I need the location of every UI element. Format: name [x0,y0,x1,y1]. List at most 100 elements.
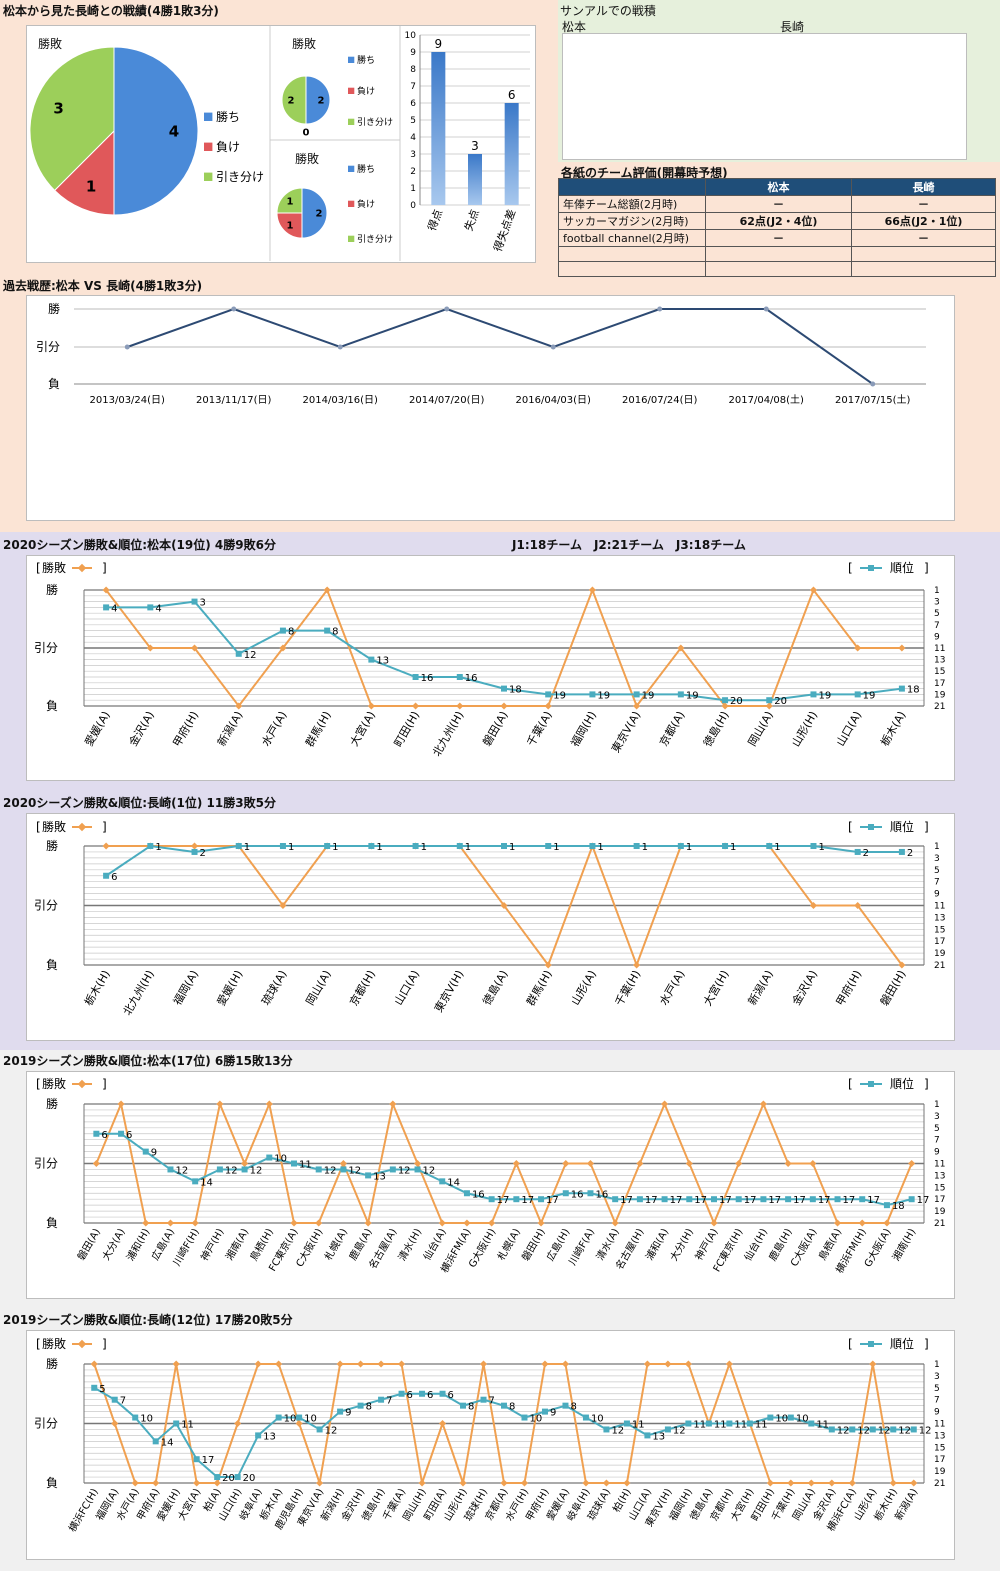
rank-tick-label: 1 [934,1100,940,1110]
result-marker [316,1479,324,1487]
result-marker [512,1159,520,1168]
result-marker [562,1159,570,1168]
rank-data-label: 1 [642,842,648,853]
rank-data-label: 12 [225,1165,238,1176]
bar-data-label: 9 [435,37,443,51]
x-tick-label: 大分(H) [667,1226,696,1263]
rank-marker [859,1196,866,1203]
rank-data-label: 14 [200,1177,213,1188]
rank-tick-label: 7 [934,1396,940,1406]
rank-marker [711,1196,717,1203]
x-tick-label: 磐田(A) [74,1226,103,1263]
legend-rank-label: 順位 [890,1336,914,1351]
rank-marker [279,843,286,849]
result-marker [677,644,685,652]
rank-data-label: 9 [345,1408,351,1419]
x-tick-label: 徳島(H) [700,709,732,750]
result-marker [111,1419,119,1428]
eval-cell [705,246,852,262]
rank-tick-label: 17 [934,937,945,947]
rank-marker [538,1196,545,1203]
rank-marker [633,691,640,698]
x-tick-label: 清水(H) [395,1226,424,1263]
rank-marker [541,1408,548,1415]
rank-data-label: 1 [465,842,471,853]
legend-swatch-負け [204,142,213,151]
pie-slice-引き分け [29,46,115,192]
rank-marker [760,1196,767,1203]
rank-tick-label: 15 [934,1183,945,1193]
legend-bracket-right: ] [102,1077,107,1091]
rank-data-label: 18 [907,685,920,696]
rank-marker [193,1456,200,1463]
eval-row-label [558,261,706,277]
x-tick-label: 福岡(A) [170,968,201,1008]
result-line [95,1100,913,1227]
result-marker [541,1360,549,1368]
bar-category-label: 失点 [462,208,482,233]
rank-marker [147,843,154,849]
rank-data-label: 13 [373,1171,386,1182]
rank-tick-label: 11 [934,902,945,912]
legend-rank-marker [868,565,874,571]
rank-marker [439,1390,446,1397]
rank-marker [419,1390,426,1397]
section4-title: 2020シーズン勝敗&順位:長崎(1位) 11勝3敗5分 [3,796,276,810]
rank-data-label: 17 [670,1195,683,1206]
legend-result-label: 勝敗 [42,560,66,575]
rank-marker [722,697,729,704]
rank-marker [235,843,242,849]
x-tick-label: 東京V(H) [431,968,466,1015]
section2-title: 過去戦歴:松本 VS 長崎(4勝1敗3分) [3,279,203,293]
rank-marker [235,650,242,657]
x-tick-label: 柏(A) [200,1486,224,1514]
rank-marker [460,1402,467,1409]
x-tick-label: 栃木(A) [877,709,908,749]
result-marker [869,1360,877,1368]
rank-tick-label: 9 [934,1148,940,1158]
result-marker [172,1360,180,1368]
pie-small2-title: 勝敗 [295,152,320,166]
x-tick-label: 琉球(A) [258,968,289,1008]
sample-left-label: 松本 [562,20,587,34]
rank-marker [291,1160,297,1167]
result-marker [784,1159,792,1168]
result-marker [586,1159,595,1168]
result-marker [152,1479,160,1487]
rank-marker [603,1426,610,1433]
rank-marker [142,1148,149,1155]
pie-slice-負け [276,212,303,239]
result-marker [459,1479,467,1487]
y-label: 負 [46,699,58,713]
x-tick-label: 2013/11/17(日) [196,395,272,406]
rank-data-label: 12 [898,1425,911,1436]
result-marker [898,961,906,969]
legend-result-marker [77,1339,87,1349]
rank-tick-label: 21 [934,961,945,971]
rank-marker [854,691,861,698]
rank-marker [340,1166,347,1173]
rank-tick-label: 15 [934,1443,945,1453]
result-marker [854,901,862,910]
eval-row-label: 年俸チーム総額(2月時) [558,195,706,213]
result-marker [357,1360,365,1368]
x-tick-label: 山口(A) [392,968,422,1008]
result-marker [633,961,641,969]
legend-bracket-left: [ [848,1337,853,1351]
result-marker [290,1219,298,1227]
rank-data-label: 12 [673,1425,686,1436]
s2019-matsumoto-panel [26,1071,955,1299]
rank-marker [192,1178,199,1185]
result-marker [787,1479,795,1487]
rank-marker [337,1408,344,1415]
legend-label: 負け [216,140,240,154]
result-marker [633,702,641,710]
x-tick-label: 横浜FC(H) [66,1486,101,1534]
x-tick-label: 徳島(A) [479,968,510,1008]
result-marker [561,1360,569,1368]
x-tick-label: 大宮(A) [347,709,378,749]
rank-marker [463,1190,470,1197]
rank-data-label: 17 [719,1195,732,1206]
